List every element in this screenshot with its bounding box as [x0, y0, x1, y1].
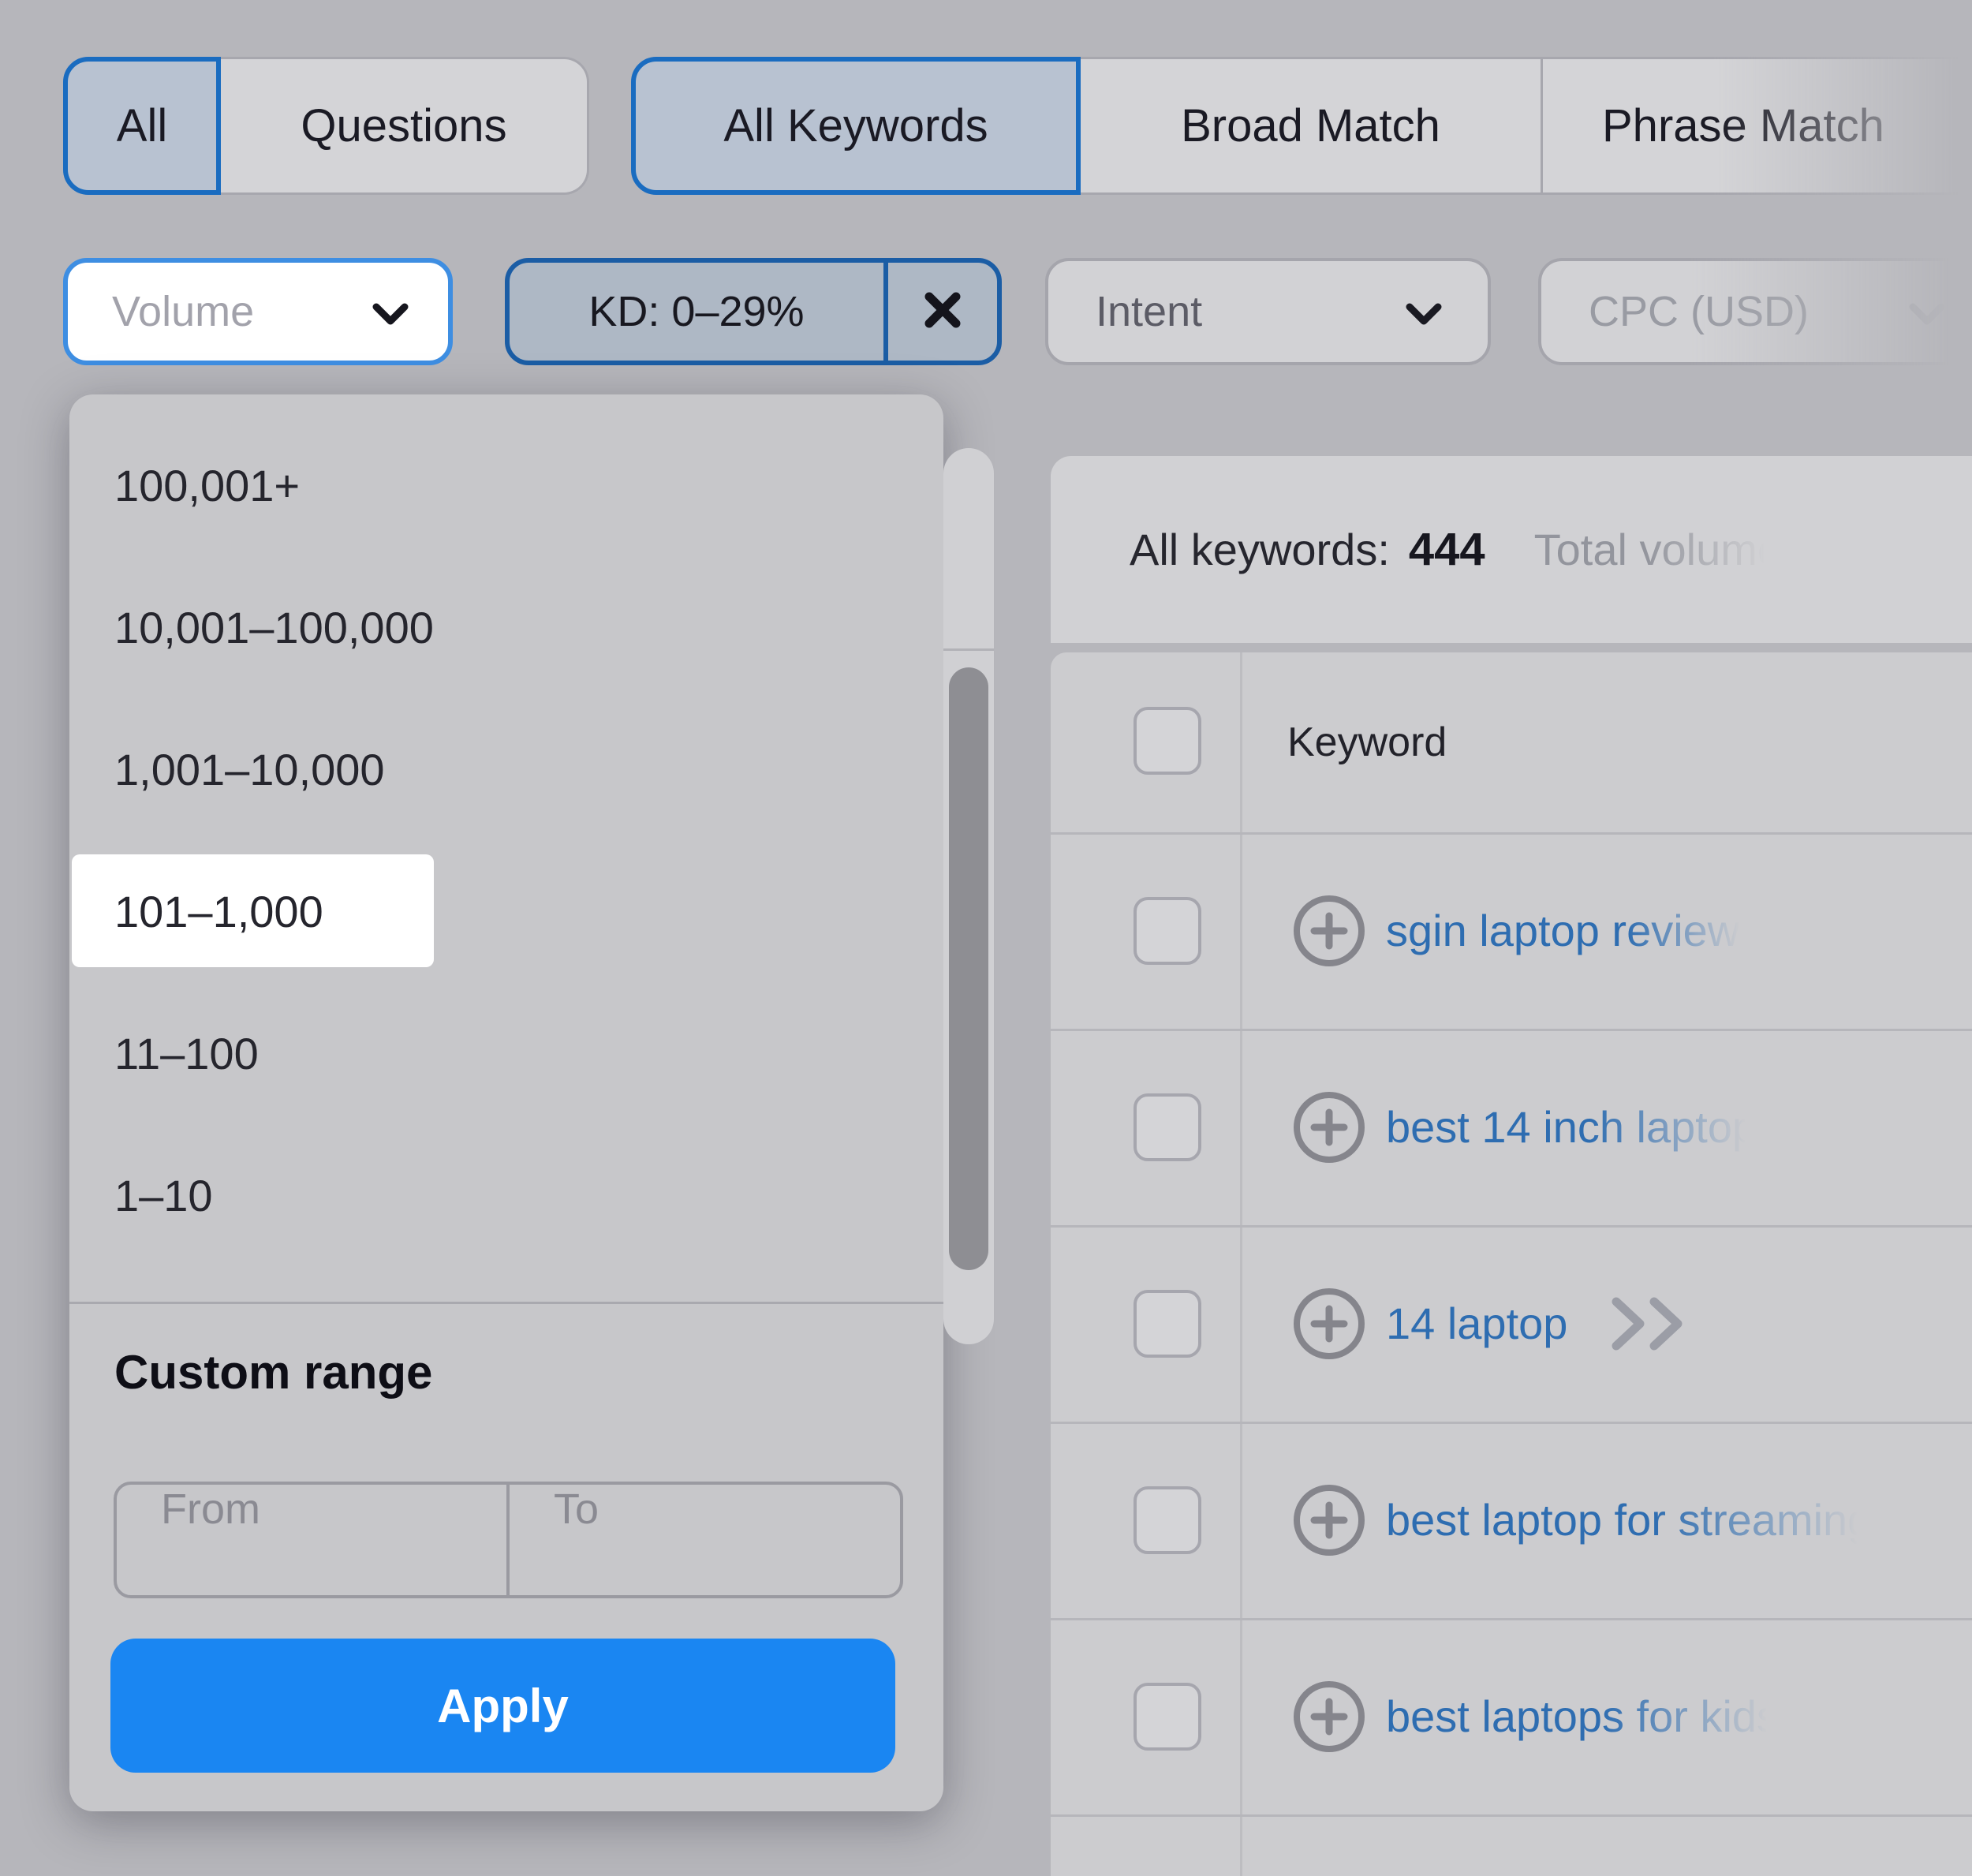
all-keywords-label: All keywords: [1130, 525, 1390, 574]
kd-chip-divider [883, 263, 888, 361]
tab-all-label: All [116, 100, 168, 151]
match-type-tabs: All Keywords Broad Match Phrase Match [631, 57, 1972, 195]
table-row: best laptops for kids [1051, 1618, 1972, 1814]
row-checkbox[interactable] [1134, 1682, 1201, 1751]
custom-range-inputs [114, 1482, 903, 1598]
keyword-header-label: Keyword [1287, 719, 1447, 765]
row-divider [1051, 1225, 1972, 1228]
volume-option-10001-100000[interactable]: 10,001–100,000 [69, 556, 943, 698]
question-filter-tabs: All Questions [63, 57, 589, 195]
volume-option-label: 11–100 [114, 1028, 259, 1078]
table-row: best laptop for streaming [1051, 1422, 1972, 1618]
chevron-down-icon [1406, 287, 1442, 336]
volume-options-list: 100,001+ 10,001–100,000 1,001–10,000 101… [69, 414, 943, 1266]
keyword-text: best 14 inch laptop [1386, 1102, 1757, 1152]
row-checkbox[interactable] [1134, 1289, 1201, 1358]
volume-filter-label: Volume [112, 288, 255, 335]
row-divider [1051, 1422, 1972, 1424]
row-checkbox[interactable] [1134, 1485, 1201, 1554]
volume-dropdown-panel: 100,001+ 10,001–100,000 1,001–10,000 101… [69, 394, 943, 1811]
volume-option-label: 101–1,000 [114, 886, 323, 936]
keyword-text: sgin laptop review [1386, 906, 1740, 955]
chevron-down-icon [372, 287, 409, 336]
keyword-link[interactable]: sgin laptop review [1386, 832, 1739, 1029]
dropdown-scrollbar-track[interactable] [943, 448, 994, 1344]
add-keyword-icon[interactable] [1291, 1482, 1367, 1558]
volume-option-11-100[interactable]: 11–100 [69, 982, 943, 1124]
spotlight-highlight [72, 854, 434, 967]
apply-button[interactable]: Apply [110, 1639, 895, 1773]
column-divider [1240, 652, 1242, 1876]
dropdown-divider [69, 1302, 943, 1304]
add-keyword-icon[interactable] [1291, 1679, 1367, 1755]
volume-option-label: 10,001–100,000 [114, 602, 434, 652]
kd-filter-label: KD: 0–29% [588, 288, 805, 335]
select-all-checkbox[interactable] [1134, 707, 1201, 775]
volume-option-1001-10000[interactable]: 1,001–10,000 [69, 698, 943, 840]
volume-option-101-1000-highlighted[interactable]: 101–1,000 [69, 840, 943, 982]
keywords-table: Keyword sgin laptop review best 14 inch … [1051, 652, 1972, 1876]
row-divider [1051, 1814, 1972, 1817]
scrollbar-line [943, 648, 994, 651]
volume-filter-button[interactable]: Volume [63, 258, 453, 365]
keyword-column-header: Keyword [1287, 652, 1447, 832]
tab-all[interactable]: All [63, 57, 221, 195]
add-keyword-icon[interactable] [1291, 1089, 1367, 1165]
row-checkbox[interactable] [1134, 1093, 1201, 1161]
chevron-down-icon [1909, 287, 1945, 336]
tab-broad-match[interactable]: Broad Match [1081, 57, 1541, 195]
volume-option-1-10[interactable]: 1–10 [69, 1124, 943, 1266]
custom-range-to-input[interactable] [510, 1485, 900, 1534]
add-keyword-icon[interactable] [1291, 893, 1367, 969]
dropdown-scrollbar-thumb[interactable] [949, 667, 988, 1270]
input-divider [506, 1485, 510, 1595]
kd-filter-value: KD: 0–29% [510, 263, 883, 361]
tab-all-keywords[interactable]: All Keywords [631, 57, 1081, 195]
total-volume-label: Total volume [1533, 525, 1783, 574]
close-icon [920, 287, 965, 337]
row-divider [1051, 1029, 1972, 1031]
table-row: 14 laptop [1051, 1225, 1972, 1422]
volume-option-label: 1,001–10,000 [114, 744, 385, 794]
tab-phrase-match-label: Phrase Match [1602, 100, 1884, 151]
apply-button-label: Apply [437, 1679, 569, 1732]
results-summary-bar: All keywords: 444 Total volume [1051, 456, 1972, 643]
add-keyword-icon[interactable] [1291, 1286, 1367, 1362]
tab-questions-label: Questions [301, 100, 507, 151]
custom-range-title: Custom range [114, 1346, 433, 1399]
cpc-filter-button[interactable]: CPC (USD) [1538, 258, 1972, 365]
row-divider [1051, 832, 1972, 835]
tab-all-keywords-label: All Keywords [723, 100, 988, 151]
expand-keyword-icon[interactable] [1605, 1294, 1700, 1354]
cpc-filter-label: CPC (USD) [1589, 288, 1809, 335]
keyword-link[interactable]: best laptops for kids [1386, 1618, 1779, 1814]
volume-option-label: 1–10 [114, 1170, 213, 1220]
tab-phrase-match[interactable]: Phrase Match [1541, 57, 1972, 195]
table-header-row: Keyword [1051, 652, 1972, 832]
keyword-link[interactable]: 14 laptop [1386, 1225, 1700, 1422]
keyword-text: 14 laptop [1386, 1299, 1568, 1348]
table-row: sgin laptop review [1051, 832, 1972, 1029]
intent-filter-button[interactable]: Intent [1045, 258, 1491, 365]
keyword-text: best laptop for streaming [1386, 1495, 1873, 1545]
volume-option-100001-plus[interactable]: 100,001+ [69, 414, 943, 556]
keyword-text: best laptops for kids [1386, 1691, 1780, 1741]
keyword-link[interactable]: best laptop for streaming [1386, 1422, 1872, 1618]
keyword-link[interactable]: best 14 inch laptop [1386, 1029, 1757, 1225]
row-divider [1051, 1618, 1972, 1620]
kd-filter-chip[interactable]: KD: 0–29% [505, 258, 1002, 365]
intent-filter-label: Intent [1096, 288, 1203, 335]
volume-option-label: 100,001+ [114, 460, 301, 510]
custom-range-from-input[interactable] [117, 1485, 506, 1534]
row-checkbox[interactable] [1134, 896, 1201, 965]
all-keywords-count: 444 [1408, 524, 1485, 575]
tab-questions[interactable]: Questions [221, 57, 589, 195]
table-row: best 14 inch laptop [1051, 1029, 1972, 1225]
kd-filter-remove-button[interactable] [888, 263, 997, 361]
tab-broad-match-label: Broad Match [1181, 100, 1440, 151]
